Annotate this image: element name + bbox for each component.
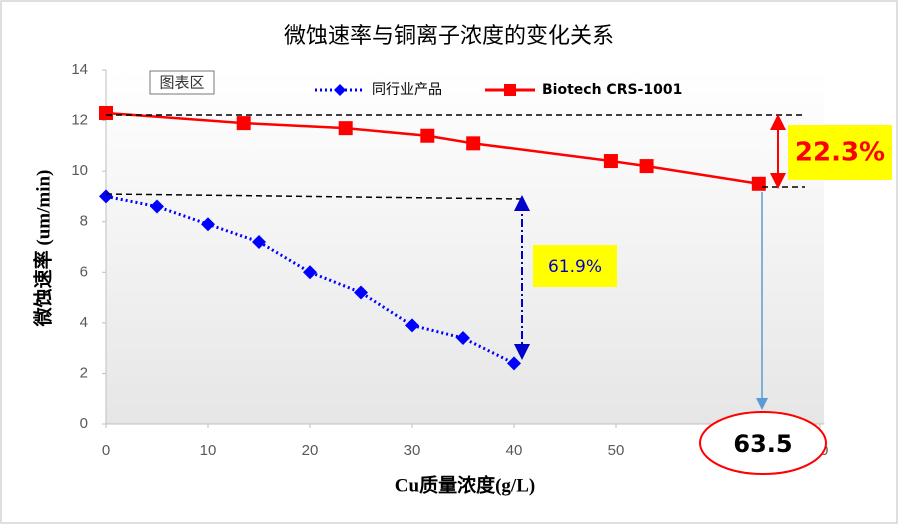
annotation-ellipse: [699, 411, 827, 475]
point: [456, 331, 470, 346]
hover-box: [149, 70, 215, 95]
point: [252, 234, 266, 249]
x-tick-label: 50: [608, 442, 625, 459]
point: [420, 128, 435, 143]
point: [405, 318, 419, 333]
y-tick-label: 2: [80, 364, 88, 381]
point: [99, 105, 113, 120]
legend-marker: [334, 84, 346, 96]
point: [150, 199, 164, 214]
legend-label: Biotech CRS-1001: [542, 82, 682, 98]
x-tick-label: 30: [404, 442, 421, 459]
y-tick-label: 12: [71, 112, 88, 129]
point: [603, 154, 618, 169]
annotation: 63.5: [733, 430, 792, 458]
legend-marker: [504, 84, 516, 96]
point: [751, 176, 766, 191]
point: [354, 285, 368, 300]
point: [338, 121, 353, 136]
point: [303, 265, 317, 280]
annotation: 61.9%: [548, 257, 602, 277]
x-tick-label: 10: [200, 442, 217, 459]
point: [466, 136, 481, 151]
point: [99, 189, 113, 204]
plot-area: [106, 70, 824, 424]
point: [201, 217, 215, 232]
y-axis-label: 微蚀速率 (um/min): [31, 170, 54, 328]
y-tick-label: 4: [80, 314, 88, 331]
y-tick-label: 10: [71, 162, 88, 179]
x-tick-label: 40: [506, 442, 523, 459]
annotation-box: [788, 125, 892, 180]
point: [639, 159, 654, 174]
y-tick-label: 14: [71, 61, 88, 78]
x-tick-label: 0: [102, 442, 110, 459]
legend-label: 同行业产品: [372, 82, 442, 98]
y-tick-label: 8: [80, 213, 88, 230]
annotation: 22.3%: [795, 138, 885, 168]
x-tick-label: 20: [302, 442, 319, 459]
point: [236, 116, 251, 131]
annotation-box: [533, 245, 617, 287]
y-tick-label: 6: [80, 263, 88, 280]
y-tick-label: 0: [80, 415, 88, 432]
hover-label: 图表区: [159, 74, 204, 92]
chart-title: 微蚀速率与铜离子浓度的变化关系: [284, 24, 614, 49]
x-axis-label: Cu质量浓度(g/L): [395, 473, 535, 496]
